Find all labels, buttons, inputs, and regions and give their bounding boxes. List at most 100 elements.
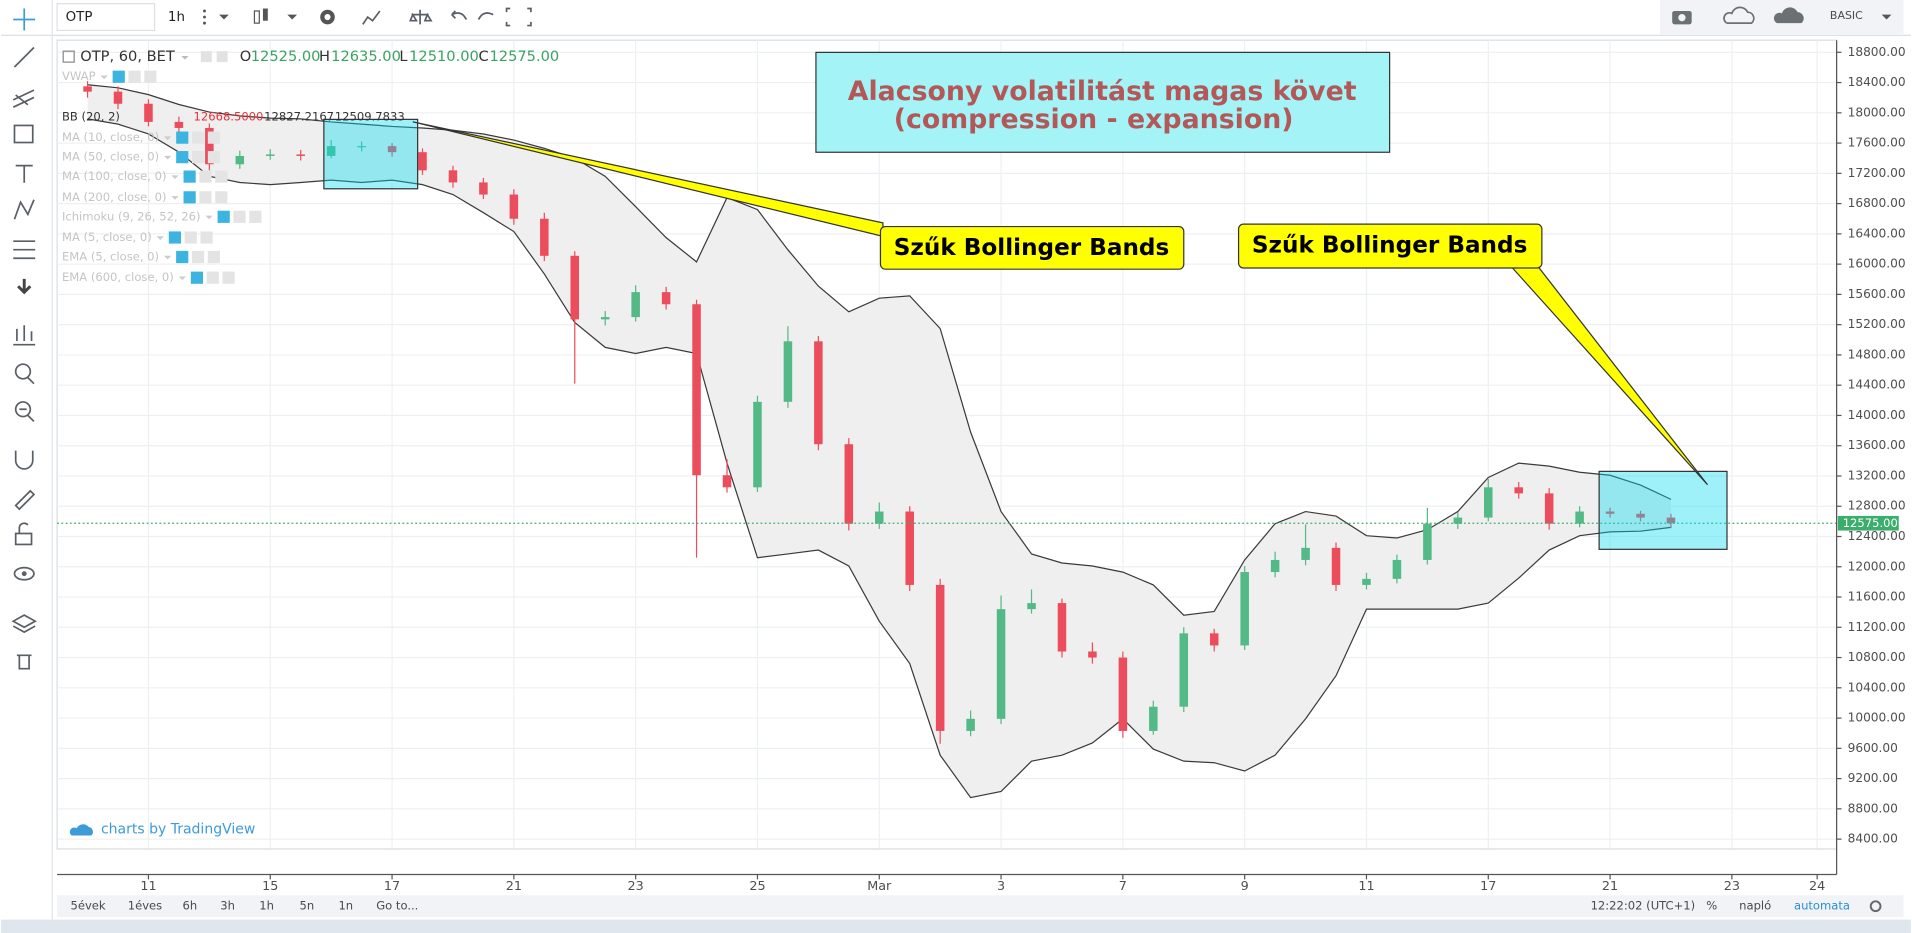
range-button[interactable]: 1éves [128,899,162,913]
band-upper [87,84,1672,616]
y-tick-label: 16800.00 [1848,196,1906,210]
range-button[interactable]: 5n [299,899,314,913]
indicator-label[interactable]: EMA (5, close, 0) [62,250,159,264]
settings-toggle[interactable] [192,131,205,144]
candle-body [1544,493,1554,524]
plan-label[interactable]: BASIC [1830,9,1863,22]
watermark[interactable]: charts by TradingView [101,821,255,837]
settings-toggle[interactable] [192,151,205,164]
bb-readout: 12509.7833 [335,109,405,123]
option[interactable]: automata [1794,899,1850,913]
settings-toggle[interactable] [199,191,212,204]
eye-toggle[interactable] [112,70,125,83]
symbol-box[interactable] [56,3,156,32]
last-price-box [1837,515,1899,531]
candle-body [935,584,945,731]
eye-toggle[interactable] [183,191,196,204]
indicator-label[interactable]: VWAP [62,69,96,83]
dropdown-caret[interactable] [163,155,172,160]
remove-toggle[interactable] [200,231,213,244]
remove-toggle[interactable] [207,250,220,264]
y-tick-label: 11600.00 [1848,590,1906,604]
indicator-label[interactable]: MA (100, close, 0) [62,169,167,183]
ohlc-value: 12525.00 [251,48,321,65]
dropdown-caret[interactable] [163,136,172,141]
range-button[interactable]: 5évek [71,899,106,913]
x-tick-label: 3 [997,879,1005,894]
eye-toggle[interactable] [176,151,189,164]
candle-body [1118,657,1128,731]
candle-body [113,91,123,104]
indicator-label[interactable]: MA (10, close, 0) [62,130,159,144]
remove-toggle[interactable] [207,131,221,144]
range-button[interactable]: 6h [183,899,198,913]
dropdown-caret[interactable] [178,276,186,281]
dropdown-caret[interactable] [163,255,172,260]
settings-toggle[interactable] [184,231,197,244]
dropdown-caret[interactable] [171,175,179,180]
remove-toggle[interactable] [144,70,157,83]
candle-body [753,401,762,488]
candle-body [1453,517,1463,524]
x-tick-label: 21 [506,879,522,894]
candle-body [1392,559,1402,579]
settings-toggle[interactable] [206,271,219,284]
ohlc-key: O [240,48,252,65]
remove-toggle[interactable] [207,151,221,164]
range-button[interactable]: 1h [259,899,274,913]
eye-toggle[interactable] [183,170,196,183]
eye-toggle[interactable] [176,250,189,264]
settings-toggle[interactable] [199,170,212,183]
dropdown-caret[interactable] [205,215,213,220]
dropdown-caret[interactable] [171,196,179,200]
y-tick-label: 16000.00 [1848,257,1906,271]
y-tick-label: 15600.00 [1848,287,1906,301]
candle-body [235,155,245,165]
toolbar-icons[interactable] [203,0,1904,35]
range-button[interactable]: 3h [220,899,235,913]
symbol[interactable]: OTP [66,10,93,25]
eye-toggle[interactable] [168,231,181,244]
range-button[interactable]: 1n [338,899,353,913]
y-tick-label: 12000.00 [1848,559,1906,573]
remove-toggle[interactable] [249,210,262,223]
indicator-label[interactable]: MA (50, close, 0) [62,150,159,164]
eye-toggle[interactable] [176,131,189,144]
option[interactable]: % [1706,899,1717,913]
goto[interactable]: Go to... [376,899,418,913]
candle-body [1240,572,1249,646]
candle-body [1179,633,1189,707]
settings-icon[interactable] [1869,900,1882,913]
remove-toggle[interactable] [215,170,228,183]
candle-body [1423,523,1432,560]
last-price-label: 12575.00 [1843,516,1898,530]
ohlc-value: 12575.00 [490,48,560,65]
eye-toggle[interactable] [217,210,230,223]
collapse-icon[interactable] [62,50,75,63]
x-tick-label: 25 [749,879,765,894]
left-toolbar[interactable] [11,0,53,920]
indicator-label[interactable]: MA (200, close, 0) [62,190,167,204]
dropdown-caret[interactable] [156,236,164,240]
watermark-logo[interactable] [69,824,93,836]
candle-body [357,146,366,148]
indicator-label[interactable]: Ichimoku (9, 26, 52, 26) [62,209,201,223]
y-tick-label: 10000.00 [1848,711,1906,725]
bottom-bar: Go to... 12:22:02 (UTC+1) % napló automa… [1,895,1911,933]
x-tick-label: 17 [384,879,400,894]
dropdown-caret[interactable] [100,75,108,80]
interval[interactable]: 1h [168,10,185,25]
settings-toggle[interactable] [191,250,205,264]
y-tick-label: 8800.00 [1848,801,1898,815]
settings-toggle[interactable] [233,210,246,223]
remove-toggle[interactable] [215,191,228,204]
remove-toggle[interactable] [222,271,235,284]
candle-body [540,218,549,256]
option[interactable]: napló [1739,899,1771,913]
y-tick-label: 18800.00 [1848,45,1906,59]
indicator-label[interactable]: EMA (600, close, 0) [62,270,174,284]
settings-toggle[interactable] [128,70,141,83]
eye-toggle[interactable] [190,271,204,284]
indicator-label[interactable]: MA (5, close, 0) [62,230,152,244]
bb-readout: 12827.2167 [264,109,334,123]
